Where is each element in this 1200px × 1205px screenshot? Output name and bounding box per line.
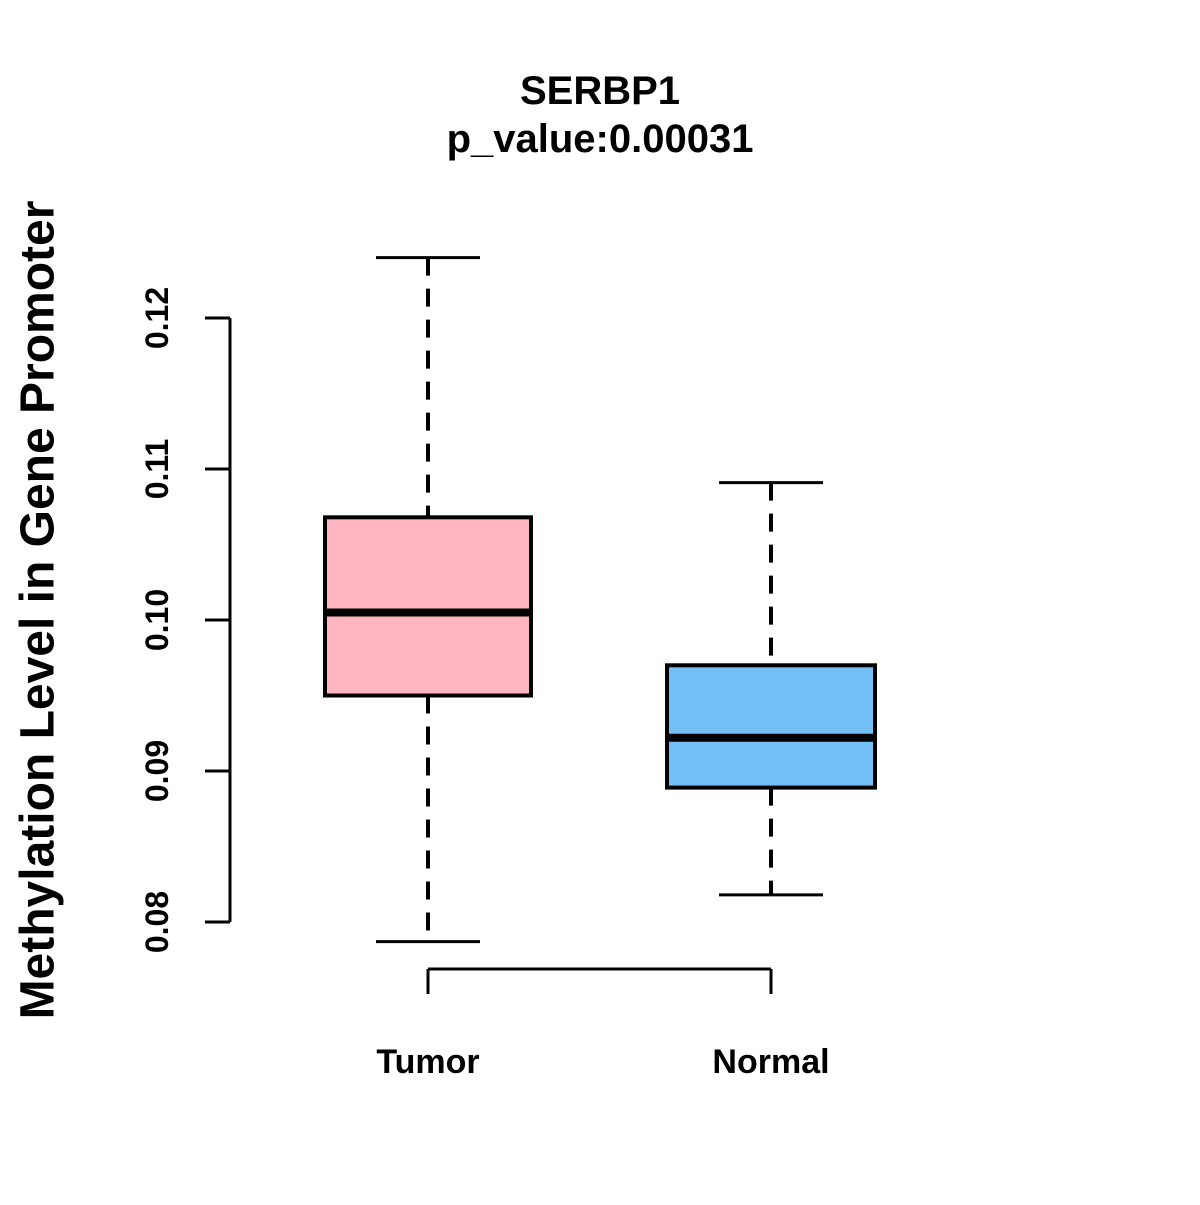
y-axis-ticks (205, 316, 230, 924)
normal-box (665, 663, 877, 790)
boxplot-group-normal (665, 481, 877, 897)
y-axis-tick-labels: 0.12 0.11 0.10 0.09 0.08 (139, 287, 175, 953)
y-axis-title: Methylation Level in Gene Promoter (12, 201, 65, 1020)
y-axis-tick-label: 0.08 (139, 891, 175, 953)
y-axis-tick-label: 0.10 (139, 589, 175, 651)
x-axis-category-label-normal: Normal (712, 1043, 829, 1081)
boxplot-group-tumor (323, 256, 533, 944)
y-axis-tick-label: 0.11 (139, 439, 175, 500)
y-axis-tick-label: 0.09 (139, 740, 175, 802)
chart-subtitle-pvalue: p_value:0.00031 (447, 117, 754, 161)
tumor-box (323, 515, 533, 698)
x-axis-category-label-tumor: Tumor (376, 1043, 479, 1081)
y-axis-tick-label: 0.12 (139, 287, 175, 349)
chart-title: SERBP1 (520, 69, 680, 113)
